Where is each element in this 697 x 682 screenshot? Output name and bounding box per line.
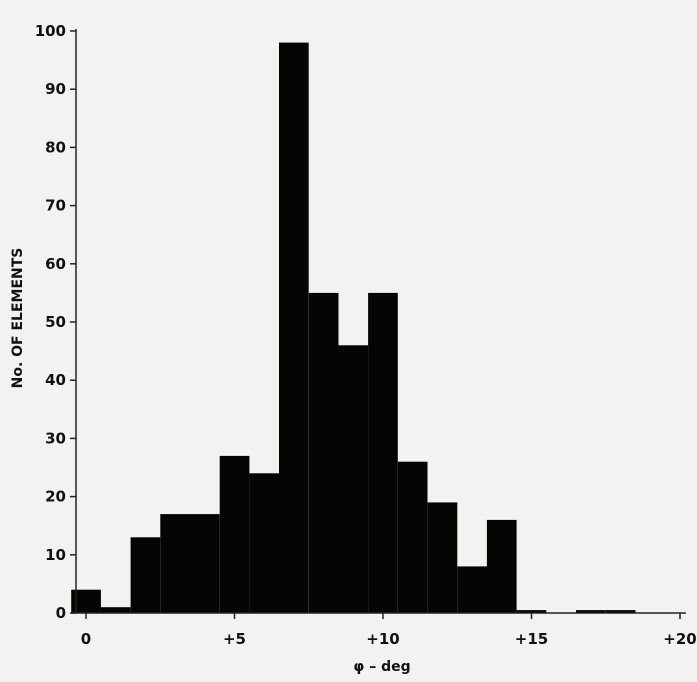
- x-axis-title: φ – deg: [353, 659, 410, 675]
- histogram-bar: [308, 292, 339, 613]
- x-tick-label: +20: [663, 630, 696, 648]
- histogram-bar: [219, 455, 250, 613]
- x-ticks-group: 0 +5 +10 +15 +20: [81, 613, 697, 648]
- histogram-bar: [160, 514, 190, 613]
- y-tick-label: 20: [45, 488, 66, 506]
- histogram-bar: [130, 537, 161, 613]
- histogram-bar: [605, 610, 636, 613]
- histogram-bar: [368, 292, 398, 613]
- y-tick-label: 10: [45, 546, 66, 564]
- y-axis-title: No. OF ELEMENTS: [10, 248, 26, 389]
- histogram-bar: [397, 461, 428, 613]
- x-tick-label: +15: [515, 630, 548, 648]
- histogram-bar: [338, 345, 369, 613]
- y-tick-label: 40: [45, 371, 66, 389]
- histogram-bar: [100, 607, 131, 613]
- histogram-bar: [249, 473, 279, 613]
- y-tick-label: 0: [56, 604, 66, 622]
- histogram-bar: [279, 42, 309, 614]
- bars-group: [71, 42, 636, 614]
- y-ticks-group: 0 10 20 30 40 50 60 70 80 90 100: [35, 22, 76, 622]
- histogram-bar: [189, 514, 220, 613]
- histogram-bar: [71, 589, 101, 613]
- y-tick-label: 70: [45, 197, 66, 215]
- x-tick-label: +10: [366, 630, 399, 648]
- y-tick-label: 80: [45, 138, 66, 156]
- y-tick-label: 30: [45, 429, 66, 447]
- y-tick-label: 100: [35, 22, 66, 40]
- histogram-bar: [516, 610, 547, 613]
- histogram-bar: [457, 566, 487, 613]
- y-tick-label: 50: [45, 313, 66, 331]
- y-tick-label: 60: [45, 255, 66, 273]
- histogram-bar: [576, 610, 606, 613]
- histogram-bar: [486, 519, 517, 613]
- x-tick-label: +5: [223, 630, 246, 648]
- y-tick-label: 90: [45, 80, 66, 98]
- x-tick-label: 0: [81, 630, 91, 648]
- histogram-bar: [427, 502, 458, 613]
